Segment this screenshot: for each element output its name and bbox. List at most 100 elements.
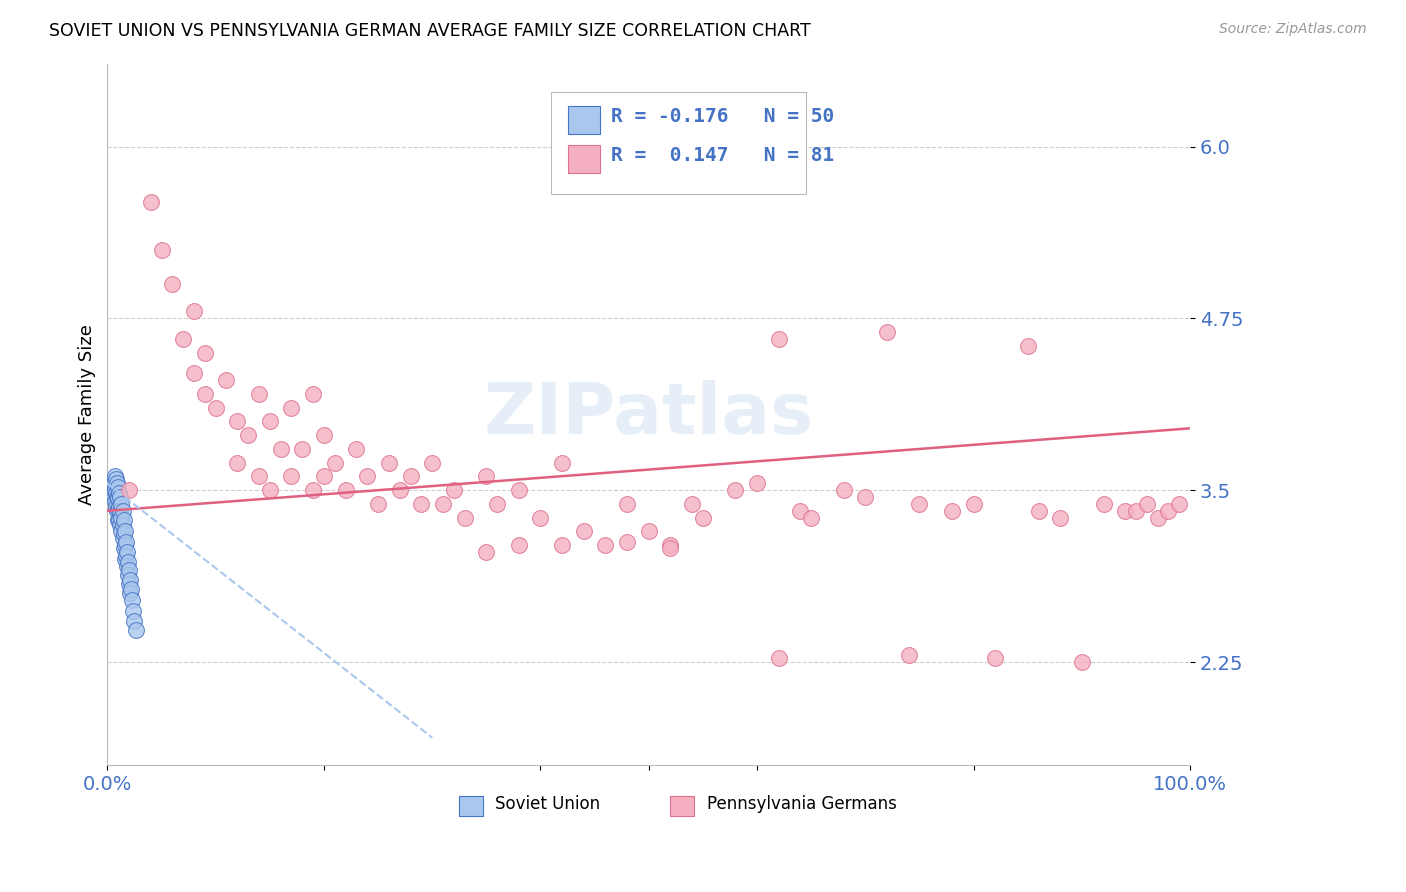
Point [551, 456, 574, 470]
Point [194, 345, 217, 359]
Point [110, 490, 132, 504]
Point [659, 538, 682, 552]
Point [681, 497, 703, 511]
Point [118, 576, 141, 591]
Point [768, 332, 790, 346]
Point [112, 513, 135, 527]
Point [183, 304, 205, 318]
Point [112, 527, 135, 541]
Point [1125, 504, 1147, 518]
Point [110, 517, 132, 532]
Point [411, 497, 433, 511]
Point [1092, 497, 1115, 511]
Point [789, 504, 811, 518]
Point [150, 243, 173, 257]
Point [105, 472, 128, 486]
Point [443, 483, 465, 498]
FancyBboxPatch shape [671, 796, 695, 815]
Point [104, 494, 127, 508]
Text: SOVIET UNION VS PENNSYLVANIA GERMAN AVERAGE FAMILY SIZE CORRELATION CHART: SOVIET UNION VS PENNSYLVANIA GERMAN AVER… [49, 22, 811, 40]
Point [111, 531, 134, 545]
FancyBboxPatch shape [568, 145, 600, 173]
Point [103, 476, 125, 491]
Point [226, 414, 249, 428]
Point [100, 480, 122, 494]
Point [104, 469, 127, 483]
FancyBboxPatch shape [568, 106, 600, 134]
Point [692, 510, 714, 524]
Point [486, 497, 509, 511]
Point [984, 651, 1007, 665]
Point [312, 428, 335, 442]
Point [105, 486, 128, 500]
Point [120, 573, 142, 587]
Point [122, 604, 145, 618]
Point [529, 510, 551, 524]
Point [378, 456, 401, 470]
Point [388, 483, 411, 498]
Y-axis label: Average Family Size: Average Family Size [79, 324, 96, 505]
Point [112, 541, 135, 555]
Point [247, 387, 270, 401]
Point [291, 442, 314, 456]
Point [344, 442, 367, 456]
Point [114, 552, 136, 566]
Point [108, 513, 131, 527]
Point [659, 541, 682, 555]
Text: Soviet Union: Soviet Union [495, 795, 600, 813]
Point [111, 517, 134, 532]
Point [454, 510, 477, 524]
Point [139, 194, 162, 209]
Point [120, 586, 142, 600]
Point [323, 456, 346, 470]
Point [120, 582, 142, 596]
Point [104, 483, 127, 498]
Point [236, 428, 259, 442]
Point [832, 483, 855, 498]
Point [616, 535, 638, 549]
Point [114, 524, 136, 539]
Point [302, 387, 325, 401]
Point [551, 538, 574, 552]
Text: R = -0.176   N = 50: R = -0.176 N = 50 [610, 107, 834, 126]
Point [259, 483, 281, 498]
Point [1168, 497, 1191, 511]
Point [115, 558, 138, 573]
Point [117, 568, 139, 582]
Point [637, 524, 659, 539]
Point [270, 442, 292, 456]
Point [107, 513, 129, 527]
Point [908, 497, 931, 511]
Point [117, 555, 139, 569]
Point [800, 510, 823, 524]
Point [941, 504, 963, 518]
Point [183, 367, 205, 381]
Point [114, 549, 136, 564]
Point [108, 500, 131, 514]
Point [114, 535, 136, 549]
Point [1157, 504, 1180, 518]
Point [280, 469, 302, 483]
Point [280, 401, 302, 415]
Point [432, 497, 454, 511]
Point [115, 545, 138, 559]
Point [962, 497, 984, 511]
Point [118, 563, 141, 577]
Point [572, 524, 595, 539]
Text: Pennsylvania Germans: Pennsylvania Germans [707, 795, 897, 813]
Point [107, 491, 129, 506]
Point [105, 504, 128, 518]
Point [367, 497, 389, 511]
Point [247, 469, 270, 483]
Point [124, 614, 146, 628]
Point [302, 483, 325, 498]
Point [335, 483, 357, 498]
Point [1114, 504, 1136, 518]
Text: ZIPatlas: ZIPatlas [484, 380, 814, 449]
Point [105, 476, 128, 491]
Point [420, 456, 443, 470]
Point [101, 486, 124, 500]
Point [1146, 510, 1168, 524]
Point [114, 538, 136, 552]
Point [124, 624, 146, 638]
